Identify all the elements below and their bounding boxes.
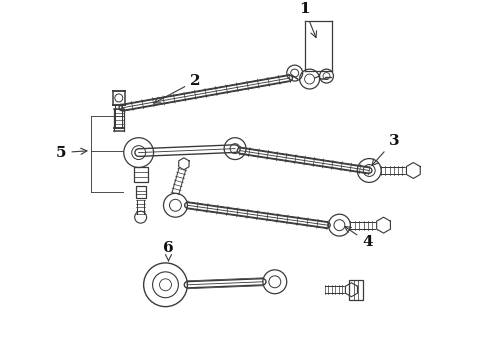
Text: 4: 4 [344,226,372,249]
Text: 1: 1 [299,3,317,37]
Text: 3: 3 [372,134,399,166]
Polygon shape [179,158,189,170]
Polygon shape [407,162,420,179]
Text: 5: 5 [56,145,87,159]
Polygon shape [377,217,391,233]
Polygon shape [136,186,146,198]
Polygon shape [349,280,363,300]
Text: 2: 2 [154,74,200,103]
Polygon shape [345,283,358,297]
Polygon shape [134,167,147,183]
Text: 6: 6 [163,241,174,261]
